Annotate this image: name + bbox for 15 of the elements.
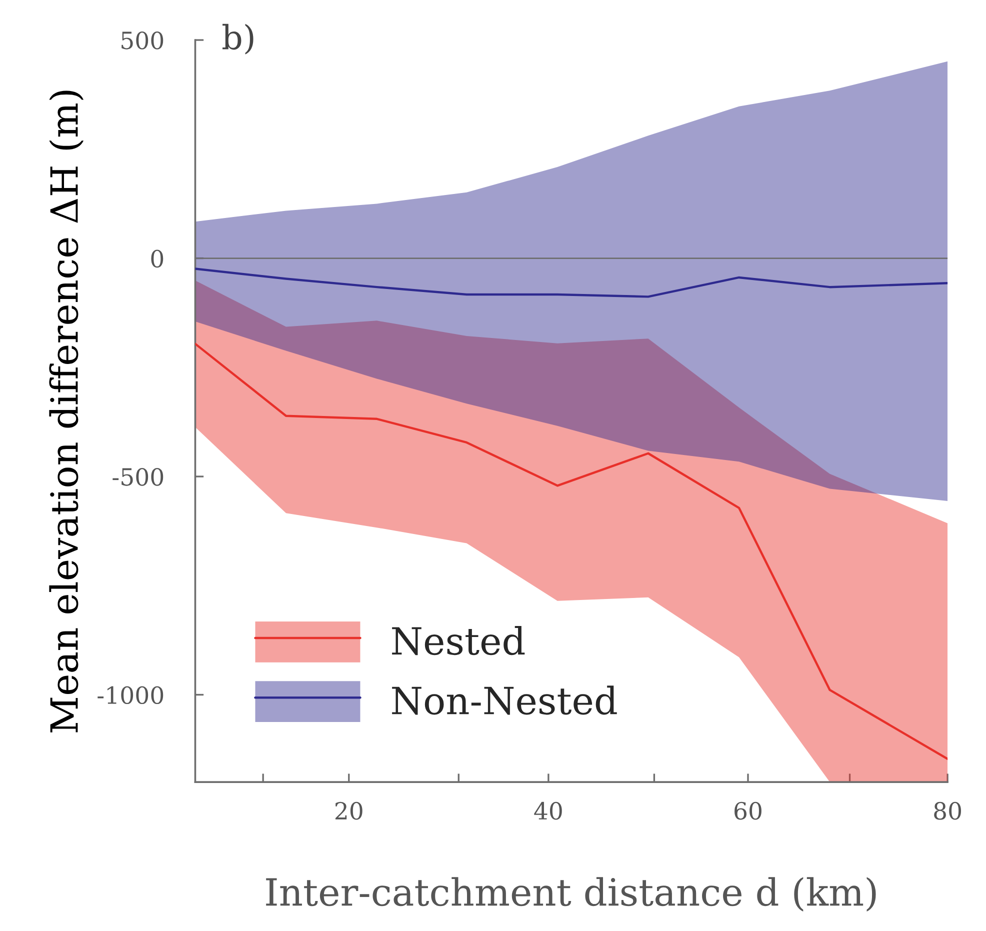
x-tick-label: 20 [335, 802, 362, 820]
y-tick-label: -1000 [98, 686, 164, 704]
y-tick-label: 500 [122, 31, 164, 50]
y-tick-label: 0 [151, 250, 164, 268]
x-tick-label: 80 [934, 802, 961, 820]
y-tick-label: -500 [112, 468, 164, 486]
legend-label: Nested [392, 626, 525, 656]
x-tick-label: 60 [734, 802, 762, 820]
line-series [195, 342, 948, 760]
x-tick-label: 40 [534, 802, 562, 820]
line-series [195, 268, 948, 298]
chart-title: b) [222, 24, 254, 54]
legend-label: Non-Nested [392, 686, 617, 715]
y-axis-title: Mean elevation difference ΔH (m) [49, 90, 84, 732]
x-axis-title: Inter-catchment distance d (km) [266, 877, 876, 912]
